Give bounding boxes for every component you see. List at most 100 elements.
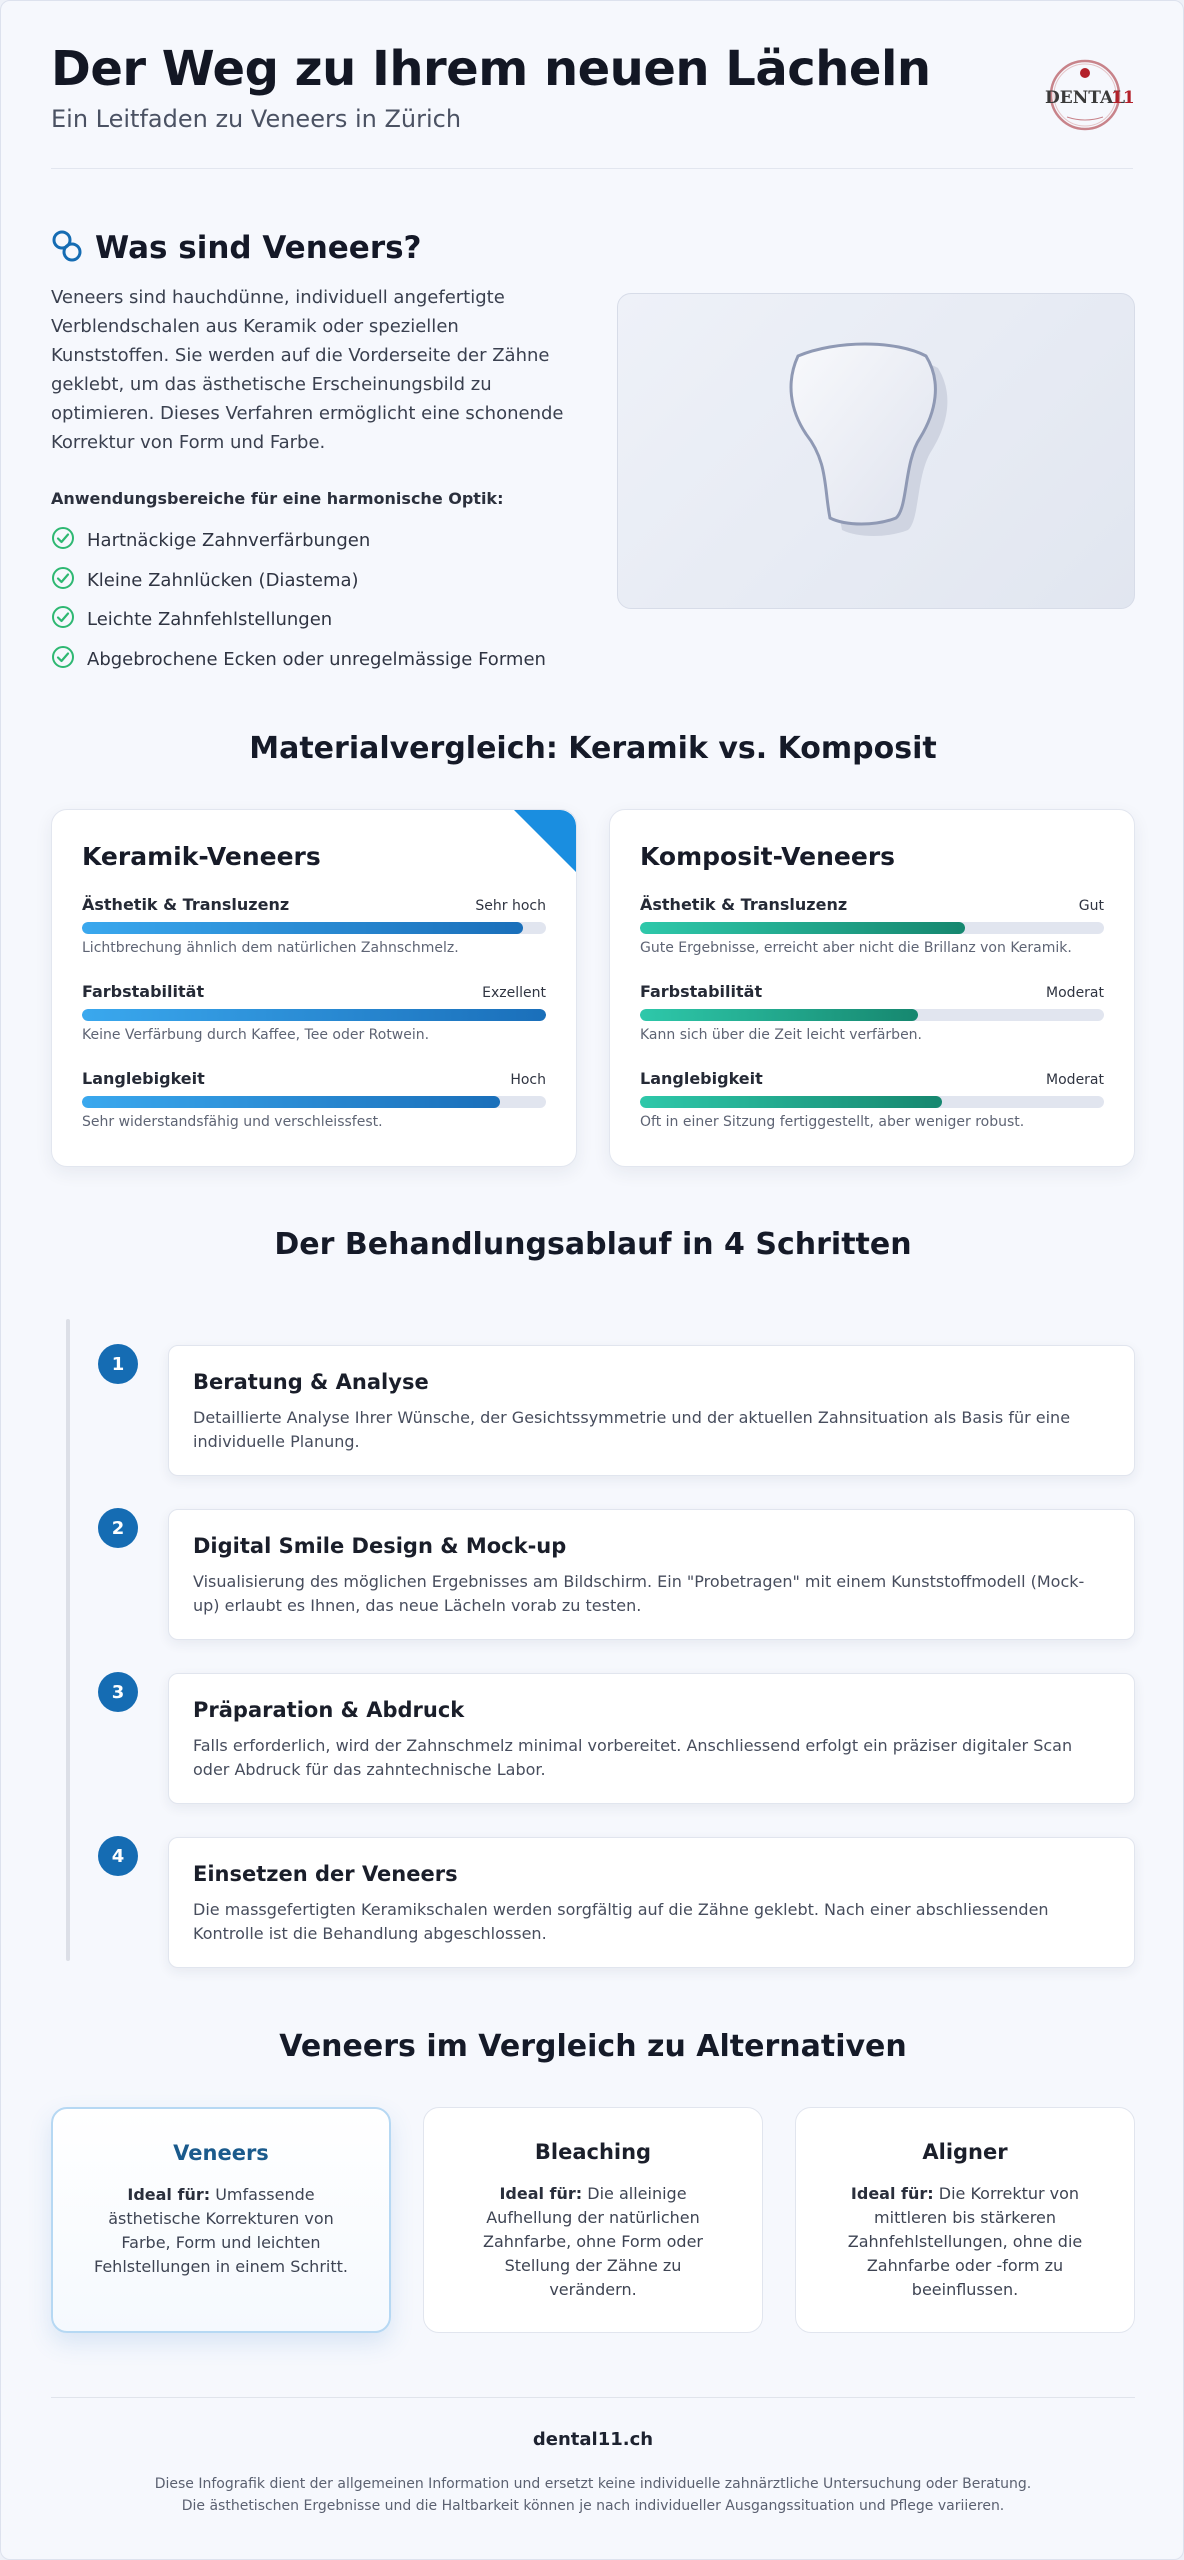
svg-text:11: 11 xyxy=(1111,88,1133,108)
metric-rating: Hoch xyxy=(510,1072,546,1088)
step-card: Digital Smile Design & Mock-up Visualisi… xyxy=(168,1509,1135,1640)
metric-description: Oft in einer Sitzung fertiggestellt, abe… xyxy=(640,1114,1025,1130)
progress-track xyxy=(640,1009,1104,1021)
step-text: Die massgefertigten Keramikschalen werde… xyxy=(193,1900,1049,1943)
step-card: Beratung & Analyse Detaillierte Analyse … xyxy=(168,1345,1135,1476)
list-item-label: Hartnäckige Zahnverfärbungen xyxy=(87,530,371,552)
metric-description: Sehr widerstandsfähig und verschleissfes… xyxy=(82,1114,383,1130)
metric-label: Ästhetik & Transluzenz xyxy=(82,895,290,914)
page-subtitle: Ein Leitfaden zu Veneers in Zürich xyxy=(51,105,462,133)
list-item-label: Kleine Zahnlücken (Diastema) xyxy=(87,569,359,591)
materials-heading: Materialvergleich: Keramik vs. Komposit xyxy=(249,731,937,766)
alternative-card-aligner: Aligner Ideal für: Die Korrektur von mit… xyxy=(795,2107,1135,2333)
footer-divider xyxy=(51,2397,1135,2398)
alternative-title: Aligner xyxy=(922,2140,1008,2164)
disclaimer-line: Diese Infografik dient der allgemeinen I… xyxy=(154,2476,1032,2492)
veneer-illustration xyxy=(617,293,1135,609)
step-number-badge: 4 xyxy=(98,1836,138,1876)
step-number-badge: 1 xyxy=(98,1344,138,1384)
list-item: Kleine Zahnlücken (Diastema) xyxy=(51,561,546,601)
list-item-label: Abgebrochene Ecken oder unregelmässige F… xyxy=(87,648,546,670)
metric-rating: Gut xyxy=(1078,898,1104,914)
footer-website-link[interactable]: dental11.ch xyxy=(532,2429,654,2450)
progress-fill xyxy=(640,922,965,934)
alternative-title: Bleaching xyxy=(534,2140,652,2164)
ideal-label: Ideal für: xyxy=(850,2184,934,2203)
progress-track xyxy=(640,1096,1104,1108)
metric-description: Keine Verfärbung durch Kaffee, Tee oder … xyxy=(82,1027,430,1043)
check-circle-icon xyxy=(51,605,75,634)
intro-heading: Was sind Veneers? xyxy=(51,229,422,267)
use-cases-label: Anwendungsbereiche für eine harmonische … xyxy=(51,489,504,508)
metric-rating: Moderat xyxy=(1046,985,1104,1001)
list-item: Hartnäckige Zahnverfärbungen xyxy=(51,521,546,561)
intro-title: Was sind Veneers? xyxy=(95,230,422,266)
intro-paragraph: Veneers sind hauchdünne, individuell ang… xyxy=(51,287,564,453)
alternative-text: Ideal für: Die alleinige Aufhellung der … xyxy=(460,2182,726,2302)
alternative-title: Veneers xyxy=(173,2141,269,2165)
composite-card: Komposit-Veneers Ästhetik & Transluzenz G… xyxy=(609,809,1135,1167)
progress-fill xyxy=(82,1009,546,1021)
header: Der Weg zu Ihrem neuen Lächeln Ein Leitf… xyxy=(51,1,1135,169)
svg-text:DENTAL: DENTAL xyxy=(1045,88,1125,108)
ceramic-card: Keramik-Veneers Ästhetik & Transluzenz Se… xyxy=(51,809,577,1167)
page-title: Der Weg zu Ihrem neuen Lächeln xyxy=(51,41,931,97)
ideal-label: Ideal für: xyxy=(499,2184,583,2203)
process-heading: Der Behandlungsablauf in 4 Schritten xyxy=(274,1227,912,1262)
metric-label: Farbstabilität xyxy=(640,982,763,1001)
metric-rating: Exzellent xyxy=(482,985,546,1001)
dental11-logo[interactable]: DENTAL 11 xyxy=(1037,57,1135,133)
step-number-badge: 3 xyxy=(98,1672,138,1712)
metric-label: Langlebigkeit xyxy=(82,1069,205,1088)
progress-track xyxy=(640,922,1104,934)
metric-description: Gute Ergebnisse, erreicht aber nicht die… xyxy=(640,940,1072,956)
metric-color-stability: Farbstabilität Moderat Kann sich über die… xyxy=(640,982,1104,1043)
metric-aesthetics: Ästhetik & Transluzenz Sehr hoch Lichtbre… xyxy=(82,895,546,956)
metric-aesthetics: Ästhetik & Transluzenz Gut Gute Ergebniss… xyxy=(640,895,1104,956)
veneer-tooth-icon xyxy=(789,342,937,526)
metric-label: Langlebigkeit xyxy=(640,1069,763,1088)
metric-label: Farbstabilität xyxy=(82,982,205,1001)
metric-rating: Moderat xyxy=(1046,1072,1104,1088)
step-title: Präparation & Abdruck xyxy=(193,1698,465,1722)
ideal-label: Ideal für: xyxy=(127,2185,211,2204)
footer-disclaimer: Diese Infografik dient der allgemeinen I… xyxy=(51,2473,1135,2517)
list-item-label: Leichte Zahnfehlstellungen xyxy=(87,609,333,631)
step-text: Falls erforderlich, wird der Zahnschmelz… xyxy=(193,1736,1073,1779)
metric-durability: Langlebigkeit Hoch Sehr widerstandsfähig … xyxy=(82,1069,546,1130)
step-card: Einsetzen der Veneers Die massgefertigte… xyxy=(168,1837,1135,1968)
card-title: Keramik-Veneers xyxy=(82,842,321,871)
alternative-card-veneers: Veneers Ideal für: Umfassende ästhetisch… xyxy=(51,2107,391,2333)
metric-durability: Langlebigkeit Moderat Oft in einer Sitzun… xyxy=(640,1069,1104,1130)
disclaimer-line: Die ästhetischen Ergebnisse und die Halt… xyxy=(181,2498,1005,2514)
use-cases-list: Hartnäckige Zahnverfärbungen Kleine Zahn… xyxy=(51,521,546,679)
progress-fill xyxy=(82,1096,500,1108)
link-circles-icon xyxy=(51,229,83,267)
timeline-line xyxy=(66,1319,70,1961)
metric-color-stability: Farbstabilität Exzellent Keine Verfärbung… xyxy=(82,982,546,1043)
alternative-text: Ideal für: Umfassende ästhetische Korrek… xyxy=(89,2183,353,2279)
alternative-text: Ideal für: Die Korrektur von mittleren b… xyxy=(832,2182,1098,2302)
step-title: Beratung & Analyse xyxy=(193,1370,429,1394)
metric-description: Kann sich über die Zeit leicht verfärben… xyxy=(640,1027,923,1043)
alternative-description: Die Korrektur von mittleren bis stärkere… xyxy=(847,2184,1083,2299)
list-item: Leichte Zahnfehlstellungen xyxy=(51,600,546,640)
step-title: Digital Smile Design & Mock-up xyxy=(193,1534,567,1558)
alternatives-heading: Veneers im Vergleich zu Alternativen xyxy=(279,2029,907,2064)
step-text: Visualisierung des möglichen Ergebnisses… xyxy=(193,1572,1085,1615)
list-item: Abgebrochene Ecken oder unregelmässige F… xyxy=(51,640,546,680)
alternative-description: Umfassende ästhetische Korrekturen von F… xyxy=(94,2185,348,2276)
step-title: Einsetzen der Veneers xyxy=(193,1862,458,1886)
metric-label: Ästhetik & Transluzenz xyxy=(640,895,848,914)
step-card: Präparation & Abdruck Falls erforderlich… xyxy=(168,1673,1135,1804)
card-title: Komposit-Veneers xyxy=(640,842,896,871)
progress-fill xyxy=(640,1009,919,1021)
progress-fill xyxy=(82,922,523,934)
progress-track xyxy=(82,922,546,934)
alternative-card-bleaching: Bleaching Ideal für: Die alleinige Aufhe… xyxy=(423,2107,763,2333)
step-text: Detaillierte Analyse Ihrer Wünsche, der … xyxy=(193,1408,1071,1451)
progress-track xyxy=(82,1009,546,1021)
alternative-description: Die alleinige Aufhellung der natürlichen… xyxy=(483,2184,703,2299)
metric-rating: Sehr hoch xyxy=(475,898,546,914)
